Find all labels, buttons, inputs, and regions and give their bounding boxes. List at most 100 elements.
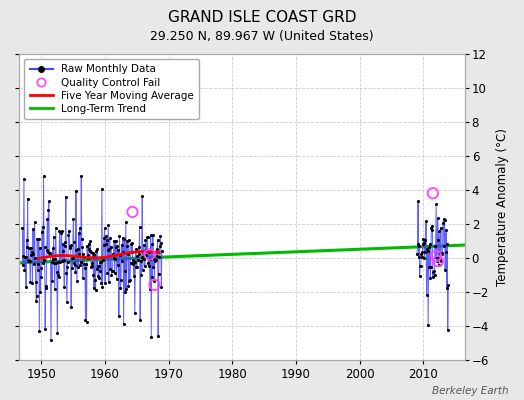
- Point: [417, 251, 425, 257]
- Point: [413, 251, 421, 257]
- Point: [94, 275, 103, 281]
- Point: [443, 241, 451, 247]
- Point: [62, 194, 70, 200]
- Point: [77, 173, 85, 179]
- Point: [53, 272, 62, 278]
- Point: [74, 263, 82, 270]
- Point: [145, 263, 153, 269]
- Point: [106, 235, 114, 241]
- Point: [421, 248, 430, 255]
- Point: [92, 247, 100, 254]
- Point: [107, 244, 115, 250]
- Point: [61, 243, 69, 249]
- Point: [427, 264, 435, 270]
- Point: [61, 238, 70, 245]
- Point: [52, 260, 60, 267]
- Point: [46, 250, 54, 256]
- Text: GRAND ISLE COAST GRD: GRAND ISLE COAST GRD: [168, 10, 356, 25]
- Point: [432, 254, 441, 260]
- Point: [59, 248, 67, 254]
- Point: [133, 264, 141, 270]
- Point: [156, 232, 165, 239]
- Point: [117, 241, 126, 248]
- Point: [104, 222, 113, 228]
- Point: [95, 262, 103, 269]
- Point: [77, 259, 85, 265]
- Point: [48, 245, 57, 252]
- Point: [56, 228, 64, 235]
- Point: [19, 253, 28, 260]
- Point: [32, 292, 41, 299]
- Point: [23, 236, 31, 243]
- Point: [96, 268, 104, 274]
- Point: [70, 239, 78, 245]
- Point: [92, 266, 101, 272]
- Point: [30, 219, 39, 226]
- Point: [424, 244, 433, 251]
- Point: [36, 245, 44, 251]
- Point: [129, 273, 138, 280]
- Point: [152, 257, 160, 263]
- Point: [135, 224, 144, 230]
- Point: [434, 261, 443, 268]
- Point: [108, 268, 117, 274]
- Point: [49, 255, 57, 262]
- Point: [418, 253, 426, 260]
- Point: [22, 284, 30, 290]
- Point: [104, 247, 112, 253]
- Point: [25, 245, 33, 252]
- Point: [59, 241, 68, 248]
- Point: [419, 236, 428, 242]
- Point: [24, 257, 32, 263]
- Point: [64, 232, 73, 238]
- Point: [122, 219, 130, 225]
- Point: [132, 264, 140, 270]
- Point: [420, 240, 428, 246]
- Point: [138, 192, 146, 199]
- Point: [113, 242, 122, 249]
- Point: [41, 326, 49, 332]
- Point: [124, 282, 133, 289]
- Point: [140, 256, 148, 262]
- Point: [63, 264, 72, 270]
- Point: [436, 224, 445, 231]
- Point: [123, 243, 131, 249]
- Point: [129, 257, 137, 263]
- Point: [135, 251, 143, 257]
- Point: [109, 250, 117, 257]
- Point: [42, 284, 50, 291]
- Point: [49, 234, 58, 240]
- Point: [78, 236, 86, 242]
- Point: [26, 258, 34, 264]
- Point: [102, 241, 110, 247]
- Point: [128, 209, 137, 215]
- Point: [72, 247, 81, 254]
- Point: [439, 220, 447, 226]
- Point: [72, 187, 80, 194]
- Point: [422, 292, 431, 298]
- Point: [105, 279, 113, 286]
- Point: [115, 312, 123, 319]
- Point: [103, 270, 112, 276]
- Point: [115, 233, 124, 240]
- Point: [148, 241, 156, 248]
- Point: [434, 237, 442, 243]
- Point: [112, 238, 120, 244]
- Point: [84, 255, 92, 262]
- Point: [431, 254, 440, 260]
- Point: [147, 334, 156, 340]
- Point: [139, 242, 148, 248]
- Point: [151, 256, 159, 263]
- Point: [32, 298, 40, 304]
- Point: [132, 246, 140, 252]
- Point: [442, 226, 450, 233]
- Point: [416, 263, 424, 269]
- Point: [69, 255, 77, 261]
- Point: [140, 262, 149, 269]
- Point: [82, 260, 90, 267]
- Point: [428, 226, 436, 233]
- Point: [422, 218, 430, 224]
- Point: [28, 280, 37, 286]
- Point: [154, 332, 162, 339]
- Point: [441, 267, 449, 273]
